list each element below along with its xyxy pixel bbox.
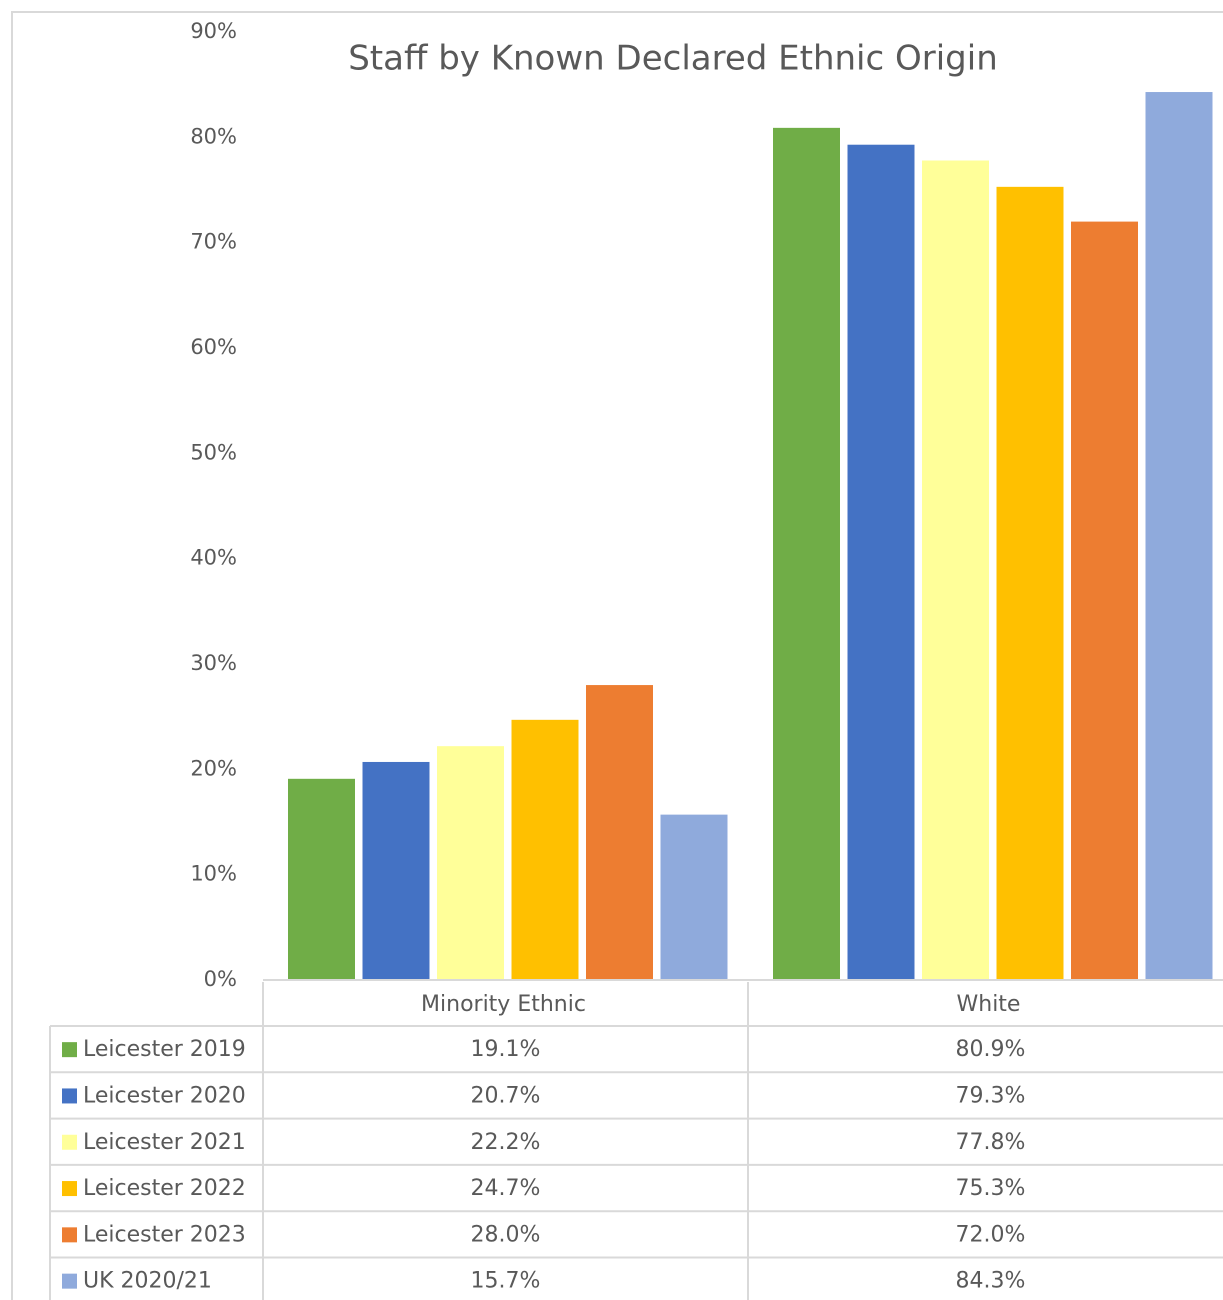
legend-swatch: [62, 1273, 77, 1289]
data-label: 75.3%: [956, 1176, 1026, 1201]
data-label: 24.7%: [471, 1176, 541, 1201]
bar: [586, 685, 653, 980]
data-label: 28.0%: [471, 1222, 541, 1247]
data-label: 72.0%: [956, 1222, 1026, 1247]
data-label: 22.2%: [471, 1130, 541, 1155]
y-tick-label: 20%: [190, 756, 237, 780]
data-label: 84.3%: [956, 1269, 1026, 1294]
y-tick-label: 50%: [190, 440, 237, 464]
x-tick-label: Minority Ethnic: [421, 992, 586, 1017]
chart-title: Staff by Known Declared Ethnic Origin: [348, 39, 998, 79]
bar: [660, 814, 728, 980]
bar: [996, 186, 1064, 981]
data-label: 80.9%: [956, 1037, 1026, 1062]
legend-swatch: [62, 1088, 77, 1104]
legend-swatch: [62, 1134, 77, 1150]
legend-label: Leicester 2022: [83, 1176, 246, 1201]
bar: [437, 746, 504, 980]
data-label: 79.3%: [956, 1083, 1026, 1108]
bar: [511, 719, 579, 980]
bar: [288, 778, 355, 980]
y-tick-label: 70%: [190, 230, 237, 254]
data-label: 20.7%: [471, 1083, 541, 1108]
y-tick-label: 80%: [190, 124, 237, 148]
data-label: 15.7%: [471, 1269, 541, 1294]
y-tick-label: 40%: [190, 546, 237, 570]
bar: [847, 144, 915, 980]
legend-label: Leicester 2021: [83, 1130, 246, 1155]
data-label: 19.1%: [471, 1037, 541, 1062]
legend-swatch: [62, 1181, 77, 1197]
legend-label: UK 2020/21: [83, 1269, 212, 1294]
bar: [1145, 92, 1213, 981]
bar: [922, 160, 989, 981]
y-tick-label: 10%: [190, 862, 237, 886]
legend-label: Leicester 2020: [83, 1083, 246, 1108]
y-tick-label: 90%: [190, 19, 237, 43]
bar: [1071, 221, 1138, 981]
legend-label: Leicester 2019: [83, 1037, 246, 1062]
bar: [362, 761, 430, 980]
x-tick-label: White: [957, 992, 1021, 1017]
legend-swatch: [62, 1227, 77, 1243]
legend-label: Leicester 2023: [83, 1222, 246, 1247]
bar: [773, 127, 840, 980]
y-tick-label: 30%: [190, 651, 237, 675]
y-tick-label: 0%: [204, 967, 237, 991]
data-label: 77.8%: [956, 1130, 1026, 1155]
y-tick-label: 60%: [190, 335, 237, 359]
legend-swatch: [62, 1042, 77, 1058]
